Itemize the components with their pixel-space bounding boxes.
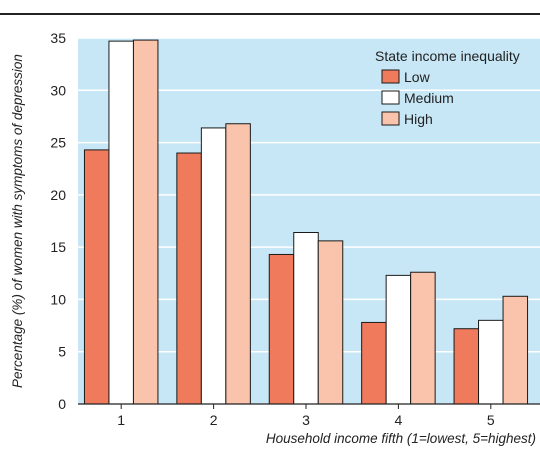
bar-high-3 <box>317 240 344 405</box>
y-tick-label: 30 <box>50 82 66 98</box>
x-tick-label: 5 <box>487 412 495 428</box>
x-tick-label: 3 <box>302 412 310 428</box>
legend-label-high: High <box>404 111 433 127</box>
y-tick-label: 15 <box>50 239 66 255</box>
y-axis-label: Percentage (%) of women with symptoms of… <box>10 54 25 388</box>
top-rule <box>0 13 540 15</box>
y-tick-label: 10 <box>50 291 66 307</box>
x-tick-label: 1 <box>117 412 125 428</box>
y-tick-label: 0 <box>58 396 66 412</box>
bar-medium-5 <box>478 319 504 405</box>
legend-swatch-low <box>381 69 400 84</box>
bar-low-4 <box>361 321 387 405</box>
bar-high-5 <box>502 295 529 405</box>
x-tick-label: 4 <box>395 412 403 428</box>
legend-swatch-medium <box>381 90 400 105</box>
bar-medium-3 <box>293 232 319 405</box>
x-axis-ticks: 1 2 3 4 5 <box>117 404 495 428</box>
y-tick-label: 5 <box>58 344 66 360</box>
x-tick-label: 2 <box>210 412 218 428</box>
bar-low-1 <box>83 149 110 405</box>
legend: State income inequality Low Medium High <box>375 48 520 127</box>
bar-low-5 <box>453 328 480 405</box>
legend-label-low: Low <box>404 69 431 85</box>
bar-high-4 <box>410 271 436 405</box>
bar-medium-4 <box>385 274 412 405</box>
legend-swatch-high <box>381 111 400 126</box>
bar-low-3 <box>268 253 295 405</box>
legend-label-medium: Medium <box>404 90 454 106</box>
legend-title: State income inequality <box>375 48 520 64</box>
bars <box>83 39 529 405</box>
y-axis-ticks: 0 5 10 15 20 25 30 35 <box>50 30 66 412</box>
x-axis-label: Household income fifth (1=lowest, 5=high… <box>266 431 536 446</box>
y-tick-label: 25 <box>50 135 66 151</box>
y-tick-label: 35 <box>50 30 66 46</box>
bar-high-2 <box>225 123 251 405</box>
y-tick-label: 20 <box>50 187 66 203</box>
bar-low-2 <box>176 152 202 405</box>
bar-medium-1 <box>108 40 134 405</box>
bar-high-1 <box>132 39 159 405</box>
bar-medium-2 <box>200 127 227 405</box>
